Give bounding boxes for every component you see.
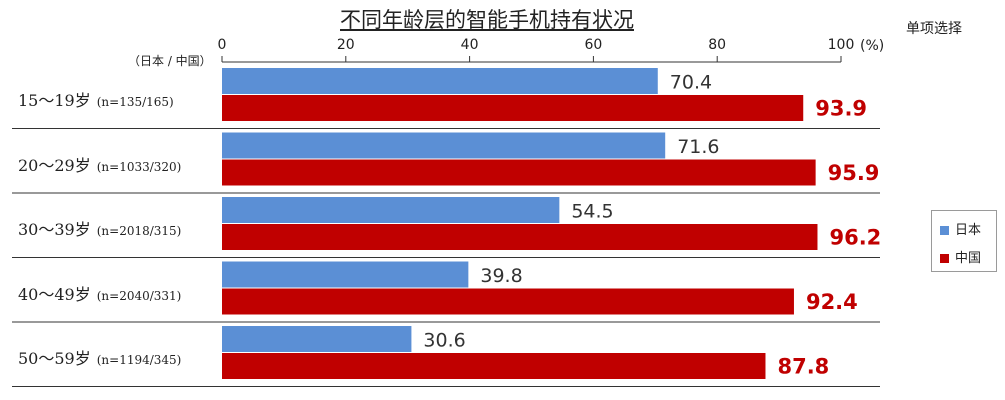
category-label: 50～59岁 (n=1194/345): [18, 345, 181, 369]
legend-item-china: 中国: [940, 247, 981, 266]
bar-china: [222, 95, 804, 121]
bar-japan: [222, 132, 666, 159]
sample-size-label: (n=135/165): [96, 95, 174, 109]
value-label-china: 96.2: [829, 226, 881, 250]
sample-size-label: (n=2040/331): [96, 288, 182, 303]
sample-size-label: (n=1033/320): [96, 159, 182, 174]
age-group-label: 40～49岁: [18, 284, 91, 304]
x-tick-label: 80: [708, 37, 727, 53]
value-label-china: 92.4: [806, 290, 858, 314]
legend-label-japan: 日本: [955, 223, 982, 238]
chart-title: 不同年龄层的智能手机持有状况: [340, 8, 634, 32]
value-label-japan: 30.6: [423, 330, 465, 352]
category-label: 40～49岁 (n=2040/331): [18, 281, 181, 305]
bar-japan: [222, 68, 658, 94]
bar-japan: [222, 326, 412, 352]
bar-china: [222, 159, 816, 186]
value-label-japan: 54.5: [571, 201, 613, 223]
value-label-japan: 70.4: [670, 72, 712, 94]
legend-swatch-japan: [940, 226, 949, 235]
age-group-label: 20～29岁: [18, 155, 91, 175]
bar-china: [222, 224, 818, 250]
category-label: 15～19岁 (n=135/165): [18, 87, 174, 111]
value-label-china: 95.9: [828, 161, 880, 185]
x-tick-label: 40: [460, 37, 479, 53]
bar-japan: [222, 261, 469, 288]
value-label-china: 93.9: [815, 97, 867, 121]
sample-size-label: (n=1194/345): [96, 353, 182, 367]
age-group-label: 30～39岁: [18, 220, 91, 239]
category-label: 30～39岁 (n=2018/315): [18, 216, 181, 240]
x-tick-label: 100: [827, 37, 855, 53]
axis-unit: (%): [860, 38, 885, 54]
sample-size-label: (n=2018/315): [96, 224, 182, 238]
legend: 日本 中国: [931, 210, 997, 272]
value-label-china: 87.8: [777, 355, 829, 379]
selection-note: 单项选择: [906, 21, 962, 37]
category-label: 20～29岁 (n=1033/320): [18, 152, 181, 176]
value-label-japan: 39.8: [480, 265, 522, 287]
legend-swatch-china: [940, 254, 949, 263]
legend-item-japan: 日本: [940, 219, 981, 238]
bar-china: [222, 288, 794, 315]
age-group-label: 15～19岁: [18, 91, 91, 110]
legend-label-china: 中国: [955, 251, 982, 266]
value-label-japan: 71.6: [677, 136, 719, 158]
age-group-label: 50～59岁: [18, 349, 91, 368]
x-tick-label: 0: [217, 37, 227, 53]
bar-china: [222, 353, 766, 379]
x-tick-label: 20: [336, 37, 355, 53]
bar-japan: [222, 197, 560, 223]
x-tick-label: 60: [584, 37, 603, 53]
series-order-label: （日本 / 中国）: [128, 54, 212, 68]
